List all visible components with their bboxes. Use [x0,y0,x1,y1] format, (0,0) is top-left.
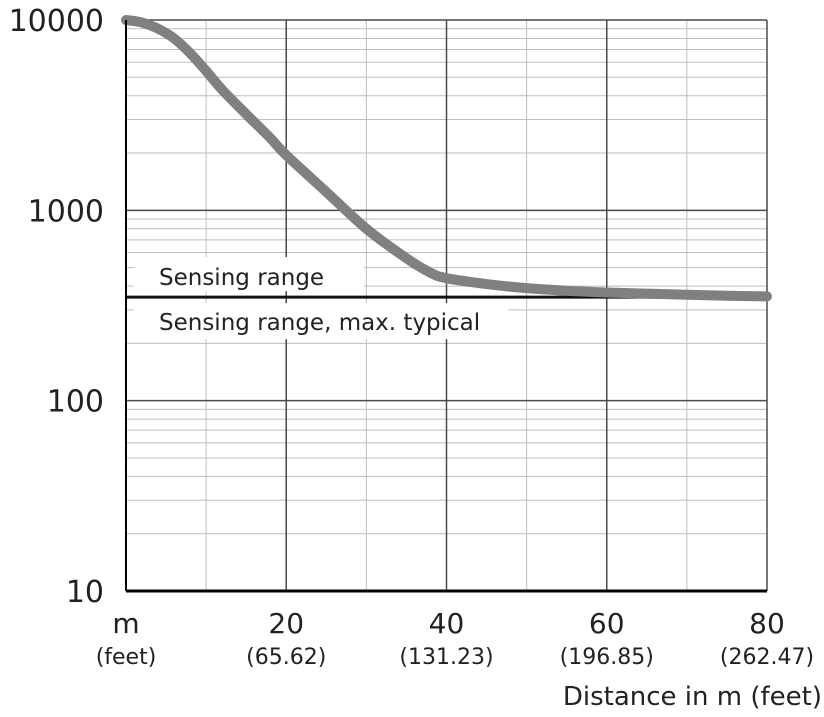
curve-group [121,15,772,302]
x-tick-label: 60 [589,607,625,640]
x-tick-sublabel: (65.62) [246,645,326,670]
x-tick-label: 80 [749,607,785,640]
y-tick-label: 1000 [28,194,104,229]
x-tick-sublabel: (131.23) [399,645,493,670]
x-unit-label: m [112,607,139,640]
x-tick-sublabel: (262.47) [720,645,814,670]
sensing-range-label: Sensing range [159,265,324,291]
y-tick-label: 10000 [9,4,104,39]
reference-line-group: Sensing range Sensing range, max. typical [126,257,767,340]
x-tick-label: 20 [268,607,304,640]
x-tick-label: 40 [429,607,465,640]
label-above-backdrop [134,257,364,292]
y-tick-label: 100 [47,385,104,420]
x-unit-sublabel: (feet) [96,645,157,670]
x-axis-title: Distance in m (feet) [563,682,822,712]
axes [125,20,767,593]
sensing-range-max-typical-label: Sensing range, max. typical [159,310,480,336]
tick-labels: 10 100 1000 10000 20 (65.62) 40 (131.23) 60 (196.… [9,4,815,670]
y-tick-label: 10 [66,575,104,610]
label-below-backdrop [134,303,508,340]
x-tick-sublabel: (196.85) [560,645,654,670]
operating-reserve-curve [121,15,772,302]
